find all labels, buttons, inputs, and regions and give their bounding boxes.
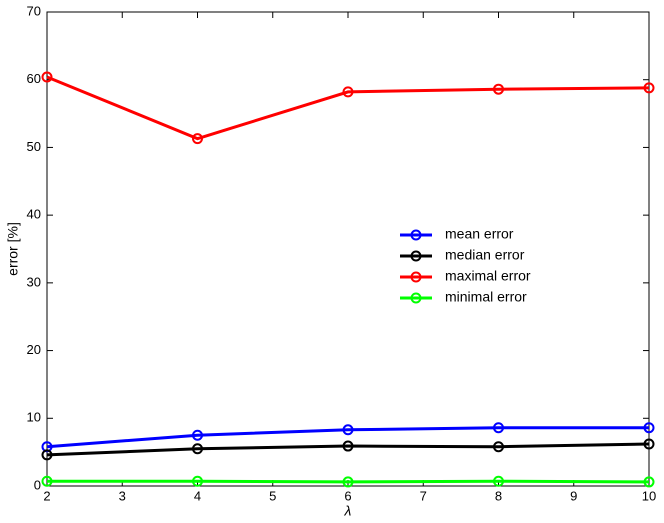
data-point (643, 438, 655, 450)
x-tick-label: 7 (420, 488, 427, 503)
data-point (342, 476, 354, 488)
data-point (192, 133, 203, 145)
plot-area (46, 11, 650, 487)
legend-label: median error (445, 247, 525, 263)
series-line (46, 75, 650, 141)
data-point (493, 441, 504, 453)
y-tick-label: 10 (27, 410, 41, 425)
x-tick-label: 6 (344, 488, 351, 503)
x-tick-label: 3 (119, 488, 126, 503)
x-tick-label: 8 (495, 488, 502, 503)
series-line (46, 426, 649, 449)
data-point (342, 86, 354, 98)
y-tick-label: 0 (34, 477, 41, 492)
y-tick-label: 70 (27, 3, 41, 18)
legend-marker (410, 250, 422, 262)
x-tick-label: 9 (570, 488, 577, 503)
data-point (192, 429, 203, 441)
y-tick-label: 60 (27, 71, 41, 86)
series-line (46, 442, 650, 457)
data-point (41, 449, 53, 461)
x-tick-label: 4 (194, 488, 201, 503)
series-line (47, 479, 650, 484)
y-axis-label: error [%] (5, 222, 21, 276)
legend-label: minimal error (445, 289, 527, 305)
legend-marker (410, 292, 422, 304)
data-point (342, 440, 354, 452)
y-tick-label: 40 (27, 207, 41, 222)
data-point (493, 422, 504, 434)
data-point (493, 83, 504, 95)
data-point (41, 475, 53, 487)
data-point (41, 71, 53, 83)
x-axis-label: λ (344, 503, 352, 519)
x-tick-label: 10 (642, 488, 656, 503)
y-tick-label: 20 (27, 342, 41, 357)
data-point (493, 475, 504, 487)
data-point (643, 476, 655, 488)
x-tick-label: 5 (269, 488, 276, 503)
legend-label: mean error (445, 226, 514, 242)
data-point (643, 82, 655, 94)
legend-marker (410, 229, 422, 241)
y-tick-label: 50 (27, 139, 41, 154)
data-point (342, 424, 354, 436)
y-tick-label: 30 (27, 274, 41, 289)
x-tick-label: 2 (43, 488, 50, 503)
legend-label: maximal error (445, 268, 531, 284)
data-point (643, 422, 655, 434)
legend-marker (410, 271, 422, 283)
data-point (192, 475, 203, 487)
data-point (192, 443, 203, 455)
